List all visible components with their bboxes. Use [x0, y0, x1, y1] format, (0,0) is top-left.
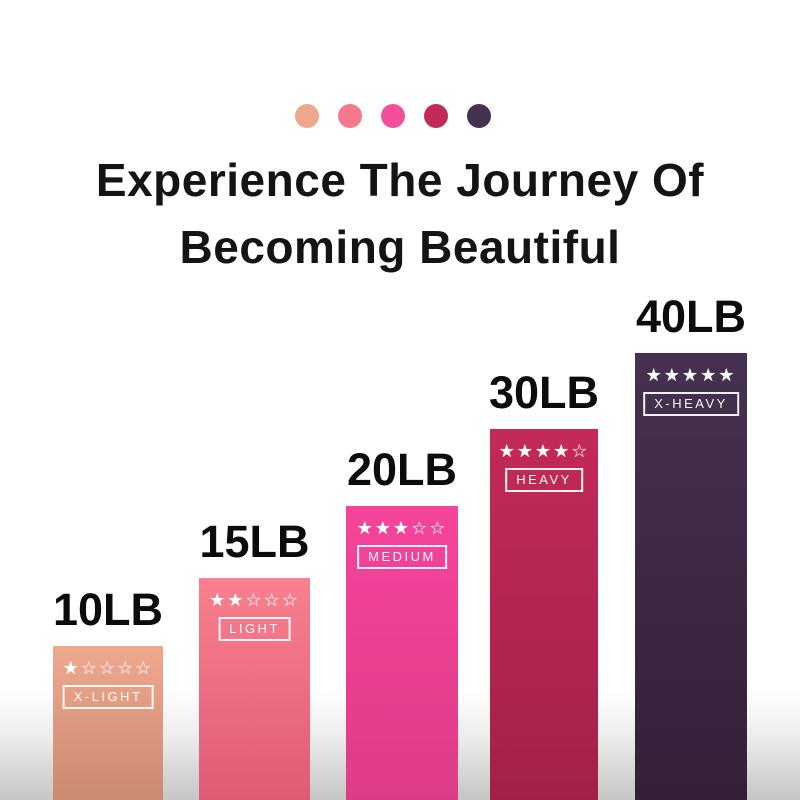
headline-line-2: Becoming Beautiful [179, 221, 621, 273]
weight-label-15lb: 15LB [199, 516, 310, 567]
level-tag: MEDIUM [357, 545, 447, 569]
star-rating-icon: ★★★★★ [645, 365, 737, 386]
weight-label-20lb: 20LB [346, 444, 458, 495]
level-tag: LIGHT [218, 617, 291, 641]
star-rating-icon: ★★★☆☆ [356, 518, 448, 539]
headline-line-1: Experience The Journey Of [95, 154, 705, 206]
star-rating-icon: ★★★★☆ [498, 441, 590, 462]
level-tag: X-LIGHT [62, 685, 154, 709]
palette-dot-4 [424, 104, 448, 128]
star-rating-icon: ★★☆☆☆ [209, 590, 300, 611]
palette-dot-3 [381, 104, 405, 128]
palette-dot-1 [295, 104, 319, 128]
bar-x-heavy: ★★★★★ X-HEAVY [635, 353, 747, 800]
star-rating-icon: ★☆☆☆☆ [62, 658, 154, 679]
palette-dot-5 [467, 104, 491, 128]
bar-heavy: ★★★★☆ HEAVY [490, 429, 598, 800]
bar-x-light: ★☆☆☆☆ X-LIGHT [53, 646, 163, 800]
palette-dot-2 [338, 104, 362, 128]
level-tag: X-HEAVY [643, 392, 739, 416]
weight-label-40lb: 40LB [635, 291, 747, 342]
bar-light: ★★☆☆☆ LIGHT [199, 578, 310, 800]
bar-medium: ★★★☆☆ MEDIUM [346, 506, 458, 800]
palette-dots [295, 104, 491, 128]
weight-label-10lb: 10LB [52, 584, 164, 635]
level-tag: HEAVY [505, 468, 583, 492]
weight-label-30lb: 30LB [488, 367, 600, 418]
headline: Experience The Journey Of Becoming Beaut… [0, 147, 800, 281]
